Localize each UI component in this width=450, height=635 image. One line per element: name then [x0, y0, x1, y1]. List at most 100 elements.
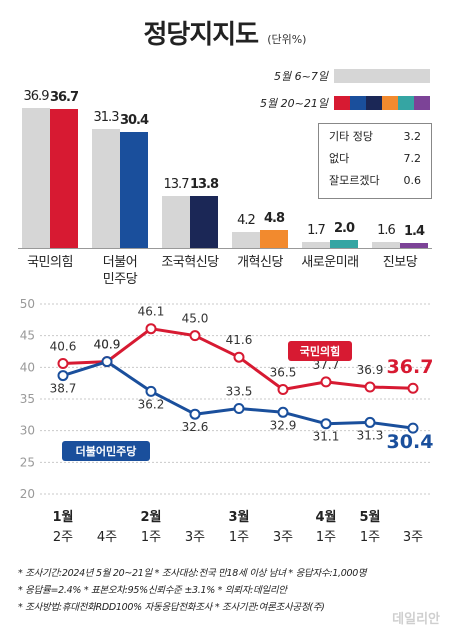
data-point — [277, 406, 289, 418]
data-point — [145, 323, 157, 335]
footer-item: 조사대상:전국 만18세 이상 남녀 — [161, 568, 286, 579]
x-tick-week: 1주 — [360, 530, 380, 545]
data-label: 38.7 — [50, 382, 77, 396]
bar-value-label: 36.9 — [23, 88, 50, 104]
bar-prev — [232, 232, 260, 248]
chart-title-block: 정당지지도 (단위%) — [0, 14, 450, 51]
bar-curr — [260, 229, 288, 248]
data-point — [320, 376, 332, 388]
legend-curr-label: 5월 20~21일 — [260, 97, 328, 110]
data-label: 40.9 — [94, 338, 121, 352]
party-name-label: 조국혁신당 — [161, 255, 219, 270]
y-tick-label: 25 — [20, 455, 35, 469]
data-point — [57, 370, 69, 382]
party-name-label: 진보당 — [382, 255, 418, 270]
data-label: 37.7 — [313, 358, 340, 372]
data-label: 41.6 — [226, 333, 253, 347]
series-tag-democratic-bg — [62, 441, 150, 461]
data-point — [277, 384, 289, 395]
legend-swatch-new-future — [398, 96, 414, 110]
data-label: 36.9 — [357, 363, 384, 377]
party-name-label: 국민의힘 — [27, 255, 73, 270]
other-row: 잘모르겠다 0.6 — [319, 171, 431, 190]
x-tick-week: 1주 — [141, 530, 161, 545]
other-value: 3.2 — [403, 130, 422, 143]
footer-item: 조사방법:휴대전화RDD100% 자동응답전화조사 — [25, 602, 213, 613]
data-label: 46.1 — [138, 305, 165, 319]
footer-item: 응답률=2.4% — [25, 585, 82, 596]
bar-value-label: 1.6 — [377, 222, 396, 238]
series-tag-ppp: 국민의힘 — [300, 344, 340, 358]
footer-item: 조사기관:여론조사공정(주) — [222, 602, 325, 613]
data-point — [407, 382, 419, 394]
legend-swatch-ppp — [334, 96, 350, 110]
x-tick-month: 1월 — [52, 509, 73, 525]
series-tag-democratic: 더불어민주당 — [76, 444, 137, 458]
x-tick-week: 4주 — [97, 530, 117, 545]
bar-prev — [162, 195, 190, 248]
bar-prev — [22, 107, 50, 248]
legend: 5월 6~7일 5월 20~21일 — [260, 66, 430, 120]
other-row: 없다 7.2 — [319, 149, 431, 168]
series-line-ppp — [62, 327, 414, 391]
data-point — [57, 358, 69, 370]
legend-curr: 5월 20~21일 — [260, 93, 430, 113]
other-name: 기타 정당 — [329, 130, 373, 143]
data-point — [101, 356, 113, 368]
data-point — [364, 416, 376, 428]
bar-curr — [400, 242, 428, 248]
other-responses-box: 기타 정당 3.2 없다 7.2 잘모르겠다 0.6 — [318, 123, 432, 199]
bar-baseline — [18, 248, 432, 249]
y-tick-label: 45 — [20, 329, 35, 343]
footer-item: 표본오차:95%신뢰수준 ±3.1% — [90, 585, 215, 596]
other-value: 0.6 — [403, 174, 422, 187]
x-tick-week: 2주 — [53, 530, 73, 545]
data-point — [233, 403, 245, 414]
page-title: 정당지지도 — [143, 20, 260, 50]
legend-prev-swatch — [334, 69, 430, 83]
x-tick-week: 1주 — [316, 530, 336, 545]
legend-swatch-democratic — [350, 96, 366, 110]
data-label: 32.6 — [182, 420, 209, 434]
legend-prev-label: 5월 6~7일 — [274, 70, 328, 83]
x-tick-month: 3월 — [228, 509, 249, 525]
y-tick-label: 20 — [20, 487, 35, 501]
data-label: 33.5 — [226, 385, 253, 399]
data-label: 36.7 — [387, 356, 434, 378]
bar-value-label: 31.3 — [93, 110, 120, 126]
data-label: 40.9 — [94, 338, 121, 352]
data-point — [189, 330, 201, 342]
data-point — [145, 385, 157, 397]
data-label: 36.5 — [270, 366, 297, 380]
footer-item: 응답자수:1,000명 — [295, 568, 367, 579]
bar-prev — [302, 241, 330, 248]
bar-value-label: 13.7 — [163, 176, 190, 192]
legend-swatch-progressive — [414, 96, 430, 110]
bar-value-label: 30.4 — [119, 113, 149, 129]
watermark-logo: 데일리안 — [392, 612, 440, 627]
data-label: 30.4 — [387, 431, 434, 453]
x-tick-week: 1주 — [229, 530, 249, 545]
legend-curr-swatch — [334, 96, 430, 110]
footer-line: * 조사방법:휴대전화RDD100% 자동응답전화조사 * 조사기관:여론조사공… — [18, 602, 325, 613]
other-name: 없다 — [329, 152, 350, 165]
legend-swatch-rebuild — [366, 96, 382, 110]
bar-curr — [330, 240, 358, 248]
data-label: 31.3 — [357, 428, 384, 442]
legend-swatch-reform — [382, 96, 398, 110]
series-line-democratic — [62, 360, 414, 430]
bar-curr — [120, 132, 148, 248]
x-tick-month: 2월 — [140, 509, 161, 525]
bar-value-label: 13.8 — [189, 176, 219, 192]
data-point — [189, 408, 201, 420]
series-tag-ppp-bg — [288, 341, 352, 361]
party-name-label: 개혁신당 — [237, 255, 283, 270]
survey-footer: * 조사기간:2024년 5월 20~21일 * 조사대상:전국 만18세 이상… — [18, 565, 438, 616]
bar-value-label: 4.2 — [237, 213, 256, 229]
bar-value-label: 1.4 — [403, 223, 425, 239]
bar-value-label: 1.7 — [307, 222, 326, 238]
legend-prev: 5월 6~7일 — [260, 66, 430, 86]
other-row: 기타 정당 3.2 — [319, 127, 431, 146]
bar-curr — [50, 108, 78, 248]
footer-line: * 조사기간:2024년 5월 20~21일 * 조사대상:전국 만18세 이상… — [18, 568, 367, 579]
